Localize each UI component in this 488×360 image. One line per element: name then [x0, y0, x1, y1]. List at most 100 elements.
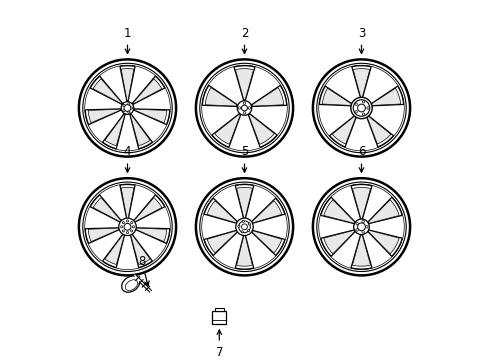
Circle shape — [122, 109, 125, 112]
Polygon shape — [235, 235, 253, 269]
Polygon shape — [235, 69, 253, 100]
Polygon shape — [133, 79, 162, 104]
Polygon shape — [252, 87, 283, 106]
Text: 2: 2 — [240, 27, 248, 53]
Polygon shape — [351, 66, 370, 98]
Polygon shape — [251, 201, 281, 223]
Polygon shape — [366, 116, 390, 144]
Circle shape — [357, 104, 365, 112]
Polygon shape — [235, 185, 253, 219]
Polygon shape — [88, 109, 120, 123]
Circle shape — [361, 221, 364, 223]
Polygon shape — [105, 234, 124, 265]
Text: 1: 1 — [123, 27, 131, 53]
Text: 6: 6 — [357, 145, 365, 172]
Circle shape — [126, 220, 128, 222]
Text: 4: 4 — [123, 145, 131, 172]
Circle shape — [241, 105, 247, 111]
Circle shape — [354, 111, 357, 113]
Circle shape — [127, 111, 130, 113]
Polygon shape — [132, 195, 164, 223]
Polygon shape — [93, 79, 122, 104]
Polygon shape — [350, 234, 371, 269]
Polygon shape — [250, 230, 285, 256]
Polygon shape — [203, 198, 238, 224]
Polygon shape — [134, 228, 169, 243]
Circle shape — [124, 105, 131, 111]
Circle shape — [357, 223, 365, 231]
Polygon shape — [102, 113, 125, 149]
Polygon shape — [323, 200, 354, 223]
Circle shape — [354, 103, 357, 105]
Circle shape — [243, 102, 245, 104]
Polygon shape — [251, 231, 281, 253]
Polygon shape — [130, 234, 150, 265]
Polygon shape — [207, 201, 237, 223]
Polygon shape — [203, 230, 238, 256]
Polygon shape — [320, 230, 355, 256]
Circle shape — [124, 224, 131, 230]
Circle shape — [247, 229, 249, 231]
Polygon shape — [331, 116, 355, 144]
Circle shape — [248, 223, 250, 225]
Polygon shape — [236, 188, 252, 218]
Polygon shape — [120, 185, 135, 220]
Polygon shape — [350, 185, 371, 220]
Polygon shape — [234, 66, 254, 101]
Polygon shape — [366, 115, 393, 147]
Polygon shape — [248, 113, 277, 147]
Circle shape — [122, 230, 124, 232]
Polygon shape — [371, 88, 400, 105]
Circle shape — [238, 107, 241, 109]
Polygon shape — [132, 76, 164, 104]
Polygon shape — [130, 114, 150, 146]
Polygon shape — [352, 69, 369, 97]
Text: 7: 7 — [215, 330, 223, 359]
Circle shape — [237, 101, 251, 115]
Polygon shape — [319, 86, 352, 106]
Circle shape — [355, 222, 358, 225]
Polygon shape — [322, 88, 351, 105]
Circle shape — [132, 226, 134, 228]
Text: 5: 5 — [240, 145, 248, 172]
Polygon shape — [366, 197, 402, 224]
Polygon shape — [133, 198, 162, 222]
Polygon shape — [367, 200, 398, 223]
Circle shape — [130, 107, 133, 109]
Polygon shape — [90, 76, 122, 104]
Circle shape — [247, 107, 250, 109]
Polygon shape — [366, 230, 402, 256]
Polygon shape — [370, 86, 403, 106]
Circle shape — [130, 222, 132, 224]
Polygon shape — [135, 228, 166, 242]
Circle shape — [353, 219, 368, 235]
Polygon shape — [320, 197, 355, 224]
Polygon shape — [85, 228, 121, 243]
Circle shape — [122, 222, 124, 224]
Polygon shape — [120, 66, 135, 102]
Circle shape — [119, 218, 136, 235]
Circle shape — [237, 225, 240, 227]
Polygon shape — [130, 233, 152, 267]
Polygon shape — [250, 198, 285, 224]
Polygon shape — [90, 195, 122, 223]
Circle shape — [355, 229, 358, 231]
Polygon shape — [248, 114, 274, 144]
Polygon shape — [323, 230, 354, 254]
Circle shape — [362, 100, 364, 103]
Polygon shape — [236, 235, 252, 266]
Circle shape — [126, 231, 128, 234]
Circle shape — [127, 103, 130, 105]
Ellipse shape — [122, 276, 140, 292]
Circle shape — [130, 230, 132, 232]
Text: 8: 8 — [138, 255, 149, 286]
Circle shape — [238, 221, 250, 233]
Polygon shape — [214, 114, 240, 144]
Polygon shape — [129, 113, 152, 149]
Circle shape — [352, 100, 369, 116]
Circle shape — [366, 107, 368, 109]
Polygon shape — [329, 115, 356, 147]
Polygon shape — [85, 109, 121, 125]
Text: 3: 3 — [357, 27, 365, 53]
Circle shape — [122, 104, 125, 107]
